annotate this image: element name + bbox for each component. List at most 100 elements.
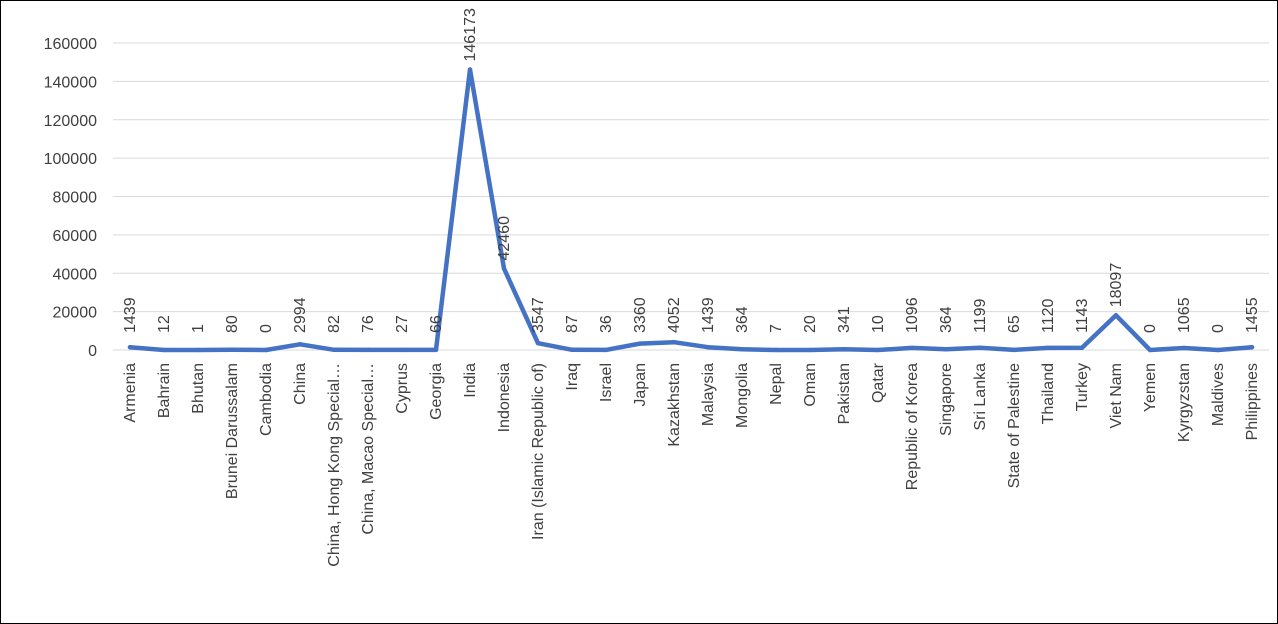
y-tick-label: 0 — [88, 343, 97, 360]
series-line — [127, 67, 1255, 353]
data-point — [603, 347, 609, 353]
data-label: 7 — [768, 324, 785, 333]
data-point — [501, 266, 507, 271]
x-category-label: Japan — [632, 363, 649, 407]
data-point — [127, 345, 133, 350]
data-label: 1065 — [1176, 297, 1193, 333]
data-point — [1249, 345, 1255, 350]
data-label: 10 — [870, 315, 887, 333]
x-category-label: Philippines — [1244, 363, 1261, 440]
data-point — [331, 347, 337, 353]
data-point — [705, 345, 711, 350]
data-point — [229, 347, 235, 353]
data-label: 80 — [224, 315, 241, 333]
data-label: 1199 — [972, 298, 989, 333]
data-point — [569, 347, 575, 353]
series-line-layer — [127, 67, 1255, 353]
x-category-label: Nepal — [768, 363, 785, 405]
y-axis-tick-labels: 0 20000 40000 60000 80000 100000 120000 140000 1… — [44, 36, 97, 360]
data-point — [909, 345, 915, 351]
data-point — [1045, 345, 1051, 351]
data-label: 364 — [938, 306, 955, 333]
data-point — [1147, 347, 1153, 353]
data-point — [433, 347, 439, 353]
x-category-label: Iraq — [564, 363, 581, 391]
data-label: 0 — [258, 324, 275, 333]
x-category-label: China, Macao Special… — [360, 363, 377, 535]
data-point — [671, 340, 677, 345]
data-label: 27 — [394, 315, 411, 333]
data-point — [399, 347, 405, 353]
data-label: 18097 — [1108, 263, 1125, 308]
data-label: 1120 — [1040, 298, 1057, 333]
data-point — [1215, 347, 1221, 353]
data-point — [773, 347, 779, 353]
x-category-label: India — [462, 363, 479, 398]
data-point — [841, 347, 847, 352]
data-label: 12 — [156, 315, 173, 333]
data-label: 36 — [598, 315, 615, 333]
x-category-label: China, Hong Kong Special… — [326, 363, 343, 567]
data-label: 4052 — [666, 297, 683, 333]
x-category-label: Sri Lanka — [972, 363, 989, 431]
x-category-label: Bahrain — [156, 363, 173, 418]
x-category-label: Iran (Islamic Republic of) — [530, 363, 547, 540]
data-label: 146173 — [462, 8, 479, 61]
data-point — [637, 341, 643, 346]
data-label: 65 — [1006, 315, 1023, 333]
data-label: 1096 — [904, 297, 921, 333]
x-category-label: Qatar — [870, 362, 887, 403]
data-point — [161, 347, 167, 353]
data-point — [297, 342, 303, 347]
data-label: 1439 — [700, 297, 717, 333]
x-category-label: Cambodia — [258, 363, 275, 436]
x-category-label: Israel — [598, 363, 615, 402]
x-category-label: Georgia — [428, 363, 445, 420]
x-category-label: China — [292, 363, 309, 405]
y-tick-label: 80000 — [53, 190, 98, 207]
data-label: 0 — [1210, 324, 1227, 333]
x-category-label: Thailand — [1040, 363, 1057, 424]
data-label: 1 — [190, 324, 207, 333]
data-point — [467, 67, 473, 72]
x-category-label: State of Palestine — [1006, 363, 1023, 489]
x-category-label: Turkey — [1074, 363, 1091, 411]
x-category-label: Yemen — [1142, 363, 1159, 412]
data-point — [1113, 313, 1119, 318]
data-point — [263, 347, 269, 353]
data-label: 1439 — [122, 297, 139, 333]
data-label: 1143 — [1074, 298, 1091, 333]
y-tick-label: 60000 — [53, 228, 98, 245]
data-label: 76 — [360, 315, 377, 333]
y-tick-label: 120000 — [44, 113, 97, 130]
x-category-label: Cyprus — [394, 363, 411, 414]
x-category-label: Republic of Korea — [904, 363, 921, 490]
data-label: 364 — [734, 306, 751, 333]
x-category-label: Mongolia — [734, 363, 751, 428]
data-point — [535, 340, 541, 346]
y-tick-label: 20000 — [53, 305, 98, 322]
x-category-label: Singapore — [938, 363, 955, 436]
data-label: 87 — [564, 315, 581, 333]
y-tick-label: 40000 — [53, 266, 98, 283]
x-category-label: Oman — [802, 363, 819, 407]
x-category-label: Armenia — [122, 363, 139, 423]
data-point — [365, 347, 371, 353]
data-label: 0 — [1142, 324, 1159, 333]
data-point — [875, 347, 881, 353]
data-label: 341 — [836, 306, 853, 333]
y-tick-label: 100000 — [44, 151, 97, 168]
data-point — [195, 347, 201, 353]
data-label: 82 — [326, 315, 343, 333]
data-labels: 1439 12 1 80 0 2994 82 76 27 66 146173 42460 3547 87 3… — [122, 8, 1261, 333]
data-label: 20 — [802, 315, 819, 333]
x-category-label: Pakistan — [836, 363, 853, 424]
data-label: 2994 — [292, 297, 309, 333]
x-category-label: Indonesia — [496, 363, 513, 432]
y-tick-label: 160000 — [44, 36, 97, 53]
x-category-label: Maldives — [1210, 363, 1227, 426]
gridlines — [113, 42, 1269, 351]
data-point — [807, 347, 813, 353]
data-label: 42460 — [496, 216, 513, 261]
data-label: 3360 — [632, 297, 649, 333]
